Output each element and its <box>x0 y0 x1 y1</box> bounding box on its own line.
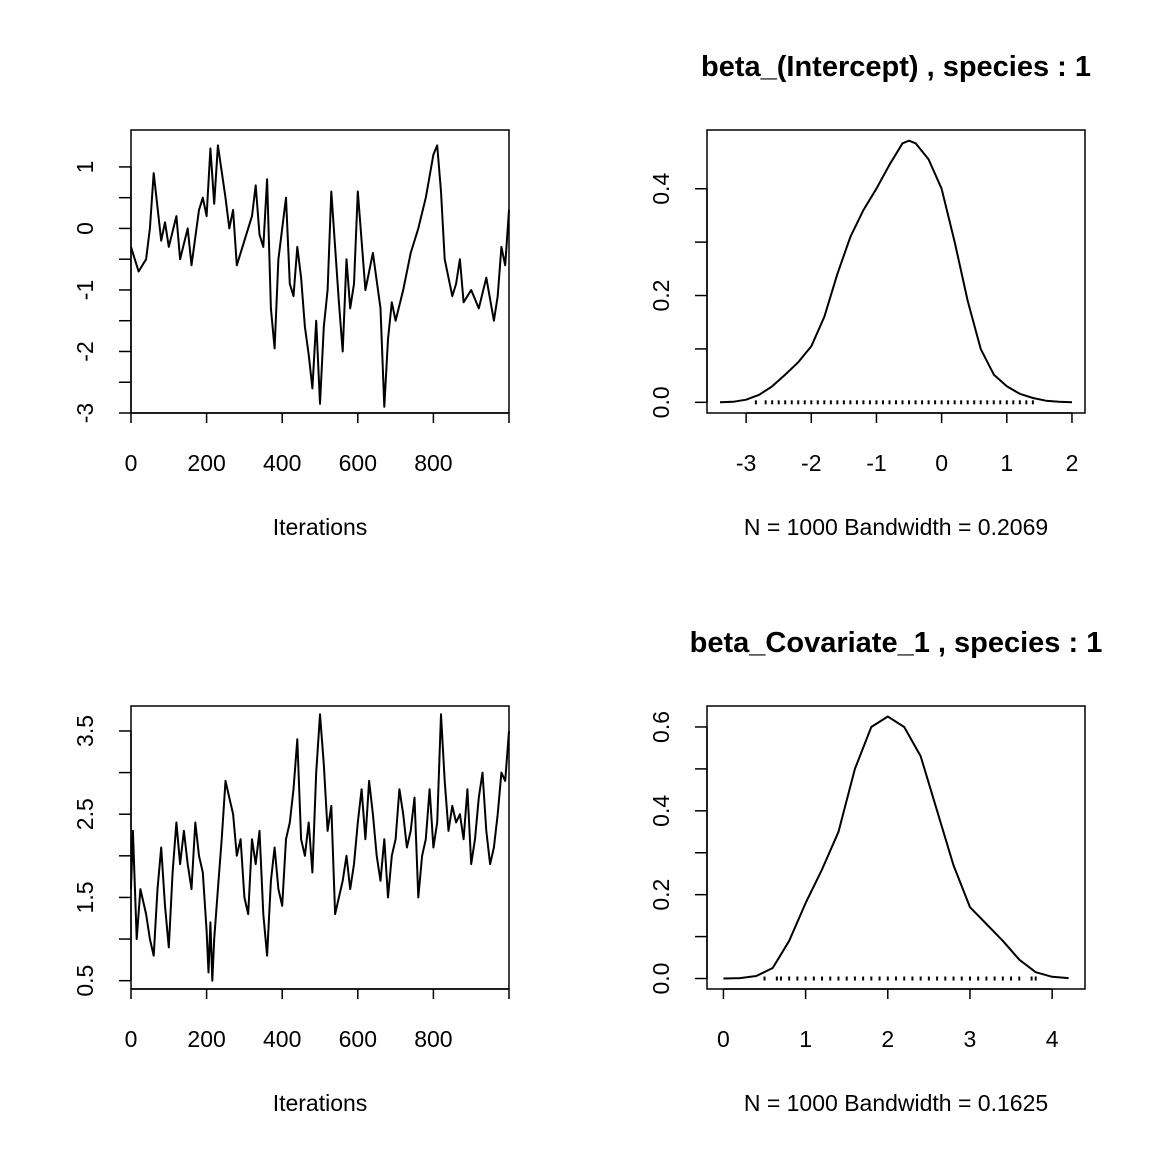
y-tick-label: 0.0 <box>648 386 674 418</box>
y-tick-label: 1 <box>72 161 98 174</box>
x-axis-label: N = 1000 Bandwidth = 0.2069 <box>744 514 1048 540</box>
trace-line <box>130 713 510 982</box>
y-tick-label: 1.5 <box>72 881 98 913</box>
y-tick-label: 2.5 <box>72 798 98 830</box>
x-tick-label: 0 <box>717 1026 730 1052</box>
x-tick-label: 1 <box>799 1026 812 1052</box>
x-tick-label: 4 <box>1046 1026 1059 1052</box>
x-axis-label: Iterations <box>273 1090 368 1116</box>
panels: 0 200 400 600 800Iterations-3-2-101beta_(Int… <box>72 51 1102 1116</box>
y-tick-label: 3.5 <box>72 715 98 747</box>
panel-1: 0 200 400 600 800 Iterations -3 -2 -1 0 1 <box>72 129 510 540</box>
panel-4: beta_Covariate_1 , species : 1 0 1 2 3 4 N = 1… <box>648 627 1102 1116</box>
x-axis-label: N = 1000 Bandwidth = 0.1625 <box>744 1090 1048 1116</box>
y-tick-label: 0.4 <box>648 795 674 827</box>
y-tick-label: 0.2 <box>648 879 674 911</box>
y-tick-label: 0.4 <box>648 173 674 205</box>
x-tick-label: 400 <box>263 1026 301 1052</box>
density-curve <box>723 715 1069 980</box>
y-tick-label: 0 <box>72 222 98 235</box>
x-tick-label: 0 <box>125 1026 138 1052</box>
y-tick-label: -1 <box>72 280 98 300</box>
x-tick-label: 1 <box>1000 450 1013 476</box>
y-tick-label: -3 <box>72 403 98 423</box>
x-tick-label: 0 <box>125 450 138 476</box>
y-tick-label: 0.5 <box>72 965 98 997</box>
x-axis-label: Iterations <box>273 514 368 540</box>
chart-title: beta_Covariate_1 , species : 1 <box>690 627 1103 659</box>
x-tick-label: 200 <box>187 450 225 476</box>
x-tick-label: 2 <box>881 1026 894 1052</box>
x-tick-label: -1 <box>866 450 886 476</box>
x-tick-label: -3 <box>736 450 756 476</box>
x-tick-label: 3 <box>964 1026 977 1052</box>
panel-2: beta_(Intercept) , species : 1 -3 -2 -1 0 1 2 N… <box>648 51 1091 540</box>
x-tick-label: -2 <box>801 450 821 476</box>
y-tick-label: 0.6 <box>648 711 674 743</box>
x-tick-label: 0 <box>935 450 948 476</box>
x-tick-label: 800 <box>414 450 452 476</box>
y-tick-label: 0.0 <box>648 963 674 995</box>
x-tick-label: 2 <box>1066 450 1079 476</box>
y-tick-label: 0.2 <box>648 280 674 312</box>
x-tick-label: 600 <box>339 1026 377 1052</box>
chart-title: beta_(Intercept) , species : 1 <box>701 51 1091 83</box>
x-tick-label: 600 <box>339 450 377 476</box>
x-tick-label: 800 <box>414 1026 452 1052</box>
panel-3: 0 200 400 600 800 Iterations 0.5 1.5 2.5 3.5 <box>72 705 510 1116</box>
x-tick-label: 200 <box>187 1026 225 1052</box>
x-tick-label: 400 <box>263 450 301 476</box>
trace-line <box>130 144 510 408</box>
density-curve <box>719 139 1073 404</box>
y-tick-label: -2 <box>72 341 98 361</box>
